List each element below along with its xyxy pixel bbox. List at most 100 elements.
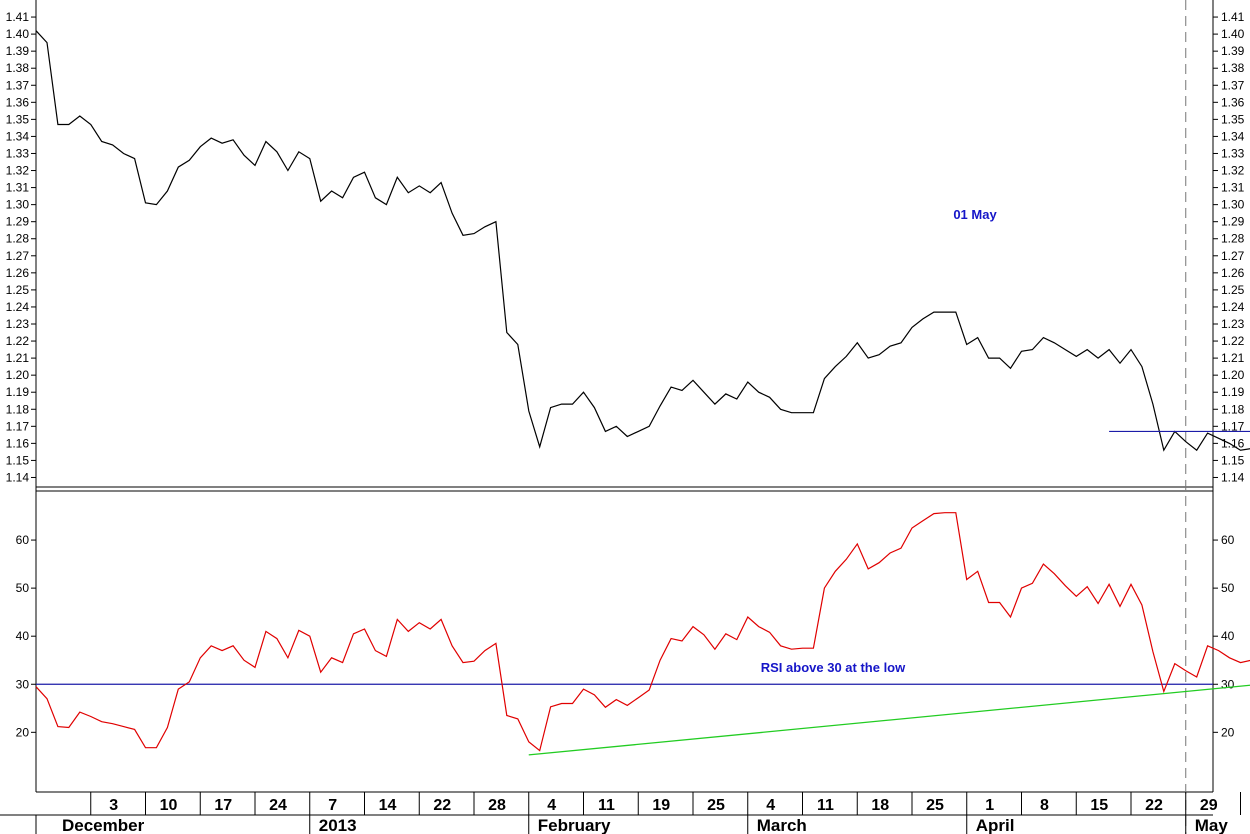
x-month-label: March — [757, 816, 807, 834]
price-y-tick-label-right: 1.32 — [1221, 164, 1245, 178]
price-y-tick-label-right: 1.41 — [1221, 10, 1245, 24]
price-y-tick-label-left: 1.24 — [6, 300, 30, 314]
rsi-annotation: RSI above 30 at the low — [761, 660, 906, 675]
price-y-tick-label-left: 1.16 — [6, 436, 30, 450]
price-y-tick-label-right: 1.21 — [1221, 351, 1245, 365]
x-day-label: 28 — [488, 797, 506, 814]
price-y-tick-label-right: 1.38 — [1221, 61, 1245, 75]
price-y-tick-label-right: 1.35 — [1221, 112, 1245, 126]
price-y-tick-label-right: 1.20 — [1221, 368, 1245, 382]
rsi-y-tick-label-left: 60 — [16, 533, 30, 547]
chart-frame — [0, 0, 1214, 816]
price-y-tick-label-right: 1.30 — [1221, 198, 1245, 212]
x-day-label: 22 — [433, 797, 451, 814]
price-y-tick-label-right: 1.18 — [1221, 402, 1245, 416]
price-y-tick-label-left: 1.14 — [6, 470, 30, 484]
x-day-label: 15 — [1090, 797, 1108, 814]
rsi-y-tick-label-right: 40 — [1221, 629, 1235, 643]
tick-labels: 1.14 1.14 1.15 1.15 1.16 1.16 1.17 1.17 1.18 1.18… — [6, 10, 1245, 739]
x-day-label: 11 — [598, 797, 615, 814]
price-y-tick-label-right: 1.29 — [1221, 215, 1245, 229]
price-y-tick-label-left: 1.25 — [6, 283, 30, 297]
x-day-label: 18 — [871, 797, 889, 814]
price-y-tick-label-right: 1.24 — [1221, 300, 1245, 314]
x-month-label: 2013 — [319, 816, 357, 834]
price-y-tick-label-left: 1.37 — [6, 78, 30, 92]
price-y-tick-label-right: 1.27 — [1221, 249, 1245, 263]
x-day-label: 22 — [1145, 797, 1163, 814]
price-y-tick-label-right: 1.26 — [1221, 266, 1245, 280]
price-y-tick-label-left: 1.32 — [6, 164, 30, 178]
price-y-tick-label-right: 1.15 — [1221, 453, 1245, 467]
price-y-tick-label-right: 1.22 — [1221, 334, 1245, 348]
price-y-tick-label-right: 1.14 — [1221, 470, 1245, 484]
x-day-label: 29 — [1200, 797, 1218, 814]
price-annotation: 01 May — [953, 207, 997, 222]
x-month-label: April — [976, 816, 1015, 834]
price-y-tick-label-right: 1.39 — [1221, 44, 1245, 58]
price-y-tick-label-right: 1.36 — [1221, 95, 1245, 109]
price-y-tick-label-left: 1.40 — [6, 27, 30, 41]
price-y-tick-label-left: 1.18 — [6, 402, 30, 416]
price-y-tick-label-left: 1.27 — [6, 249, 30, 263]
rsi-y-tick-label-right: 60 — [1221, 533, 1235, 547]
rsi-y-tick-label-right: 30 — [1221, 677, 1235, 691]
price-y-tick-label-right: 1.37 — [1221, 78, 1245, 92]
rsi-y-tick-label-left: 40 — [16, 629, 30, 643]
x-day-label: 11 — [817, 797, 834, 814]
price-y-tick-label-left: 1.23 — [6, 317, 30, 331]
x-day-label: 1 — [985, 797, 994, 814]
price-y-tick-label-left: 1.22 — [6, 334, 30, 348]
x-day-label: 7 — [328, 797, 337, 814]
price-y-tick-label-left: 1.41 — [6, 10, 30, 24]
price-y-tick-label-left: 1.33 — [6, 146, 30, 160]
x-day-label: 24 — [269, 797, 287, 814]
price-y-tick-label-right: 1.40 — [1221, 27, 1245, 41]
price-y-tick-label-right: 1.31 — [1221, 181, 1245, 195]
price-y-tick-label-left: 1.19 — [6, 385, 30, 399]
price-y-tick-label-left: 1.26 — [6, 266, 30, 280]
rsi-y-tick-label-right: 20 — [1221, 725, 1235, 739]
chart-marks: 01 May RSI above 30 at the low — [35, 0, 1250, 834]
x-day-label: 8 — [1040, 797, 1049, 814]
price-y-tick-label-left: 1.35 — [6, 112, 30, 126]
rsi-line — [35, 512, 1250, 752]
price-y-tick-label-right: 1.34 — [1221, 129, 1245, 143]
price-y-tick-label-right: 1.23 — [1221, 317, 1245, 331]
price-y-tick-label-right: 1.25 — [1221, 283, 1245, 297]
rsi-y-tick-label-left: 50 — [16, 581, 30, 595]
rsi-y-tick-label-left: 30 — [16, 677, 30, 691]
price-y-tick-label-right: 1.17 — [1221, 419, 1245, 433]
price-y-tick-label-left: 1.15 — [6, 453, 30, 467]
x-month-label: May — [1195, 816, 1229, 834]
price-y-tick-label-left: 1.38 — [6, 61, 30, 75]
x-month-label: December — [62, 816, 145, 834]
price-y-tick-label-right: 1.28 — [1221, 232, 1245, 246]
price-y-tick-label-right: 1.16 — [1221, 436, 1245, 450]
rsi-y-tick-label-right: 50 — [1221, 581, 1235, 595]
x-day-label: 19 — [652, 797, 670, 814]
x-axis: 3101724714222841119254111825181522296132… — [35, 792, 1241, 834]
x-day-label: 3 — [109, 797, 118, 814]
price-y-tick-label-left: 1.21 — [6, 351, 30, 365]
price-y-tick-label-left: 1.28 — [6, 232, 30, 246]
x-day-label: 10 — [160, 797, 178, 814]
x-day-label: 25 — [926, 797, 944, 814]
x-day-label: 25 — [707, 797, 725, 814]
price-y-tick-label-left: 1.34 — [6, 129, 30, 143]
price-line — [35, 30, 1250, 452]
x-day-label: 14 — [379, 797, 397, 814]
price-y-tick-label-left: 1.36 — [6, 95, 30, 109]
x-day-label: 4 — [547, 797, 556, 814]
price-y-tick-label-left: 1.29 — [6, 215, 30, 229]
price-y-tick-label-left: 1.39 — [6, 44, 30, 58]
x-month-label: February — [538, 816, 611, 834]
price-y-tick-label-left: 1.20 — [6, 368, 30, 382]
x-day-label: 4 — [766, 797, 775, 814]
rsi-trendline — [528, 684, 1250, 756]
price-y-tick-label-right: 1.33 — [1221, 146, 1245, 160]
price-y-tick-label-left: 1.31 — [6, 181, 30, 195]
price-y-tick-label-right: 1.19 — [1221, 385, 1245, 399]
price-y-tick-label-left: 1.17 — [6, 419, 30, 433]
